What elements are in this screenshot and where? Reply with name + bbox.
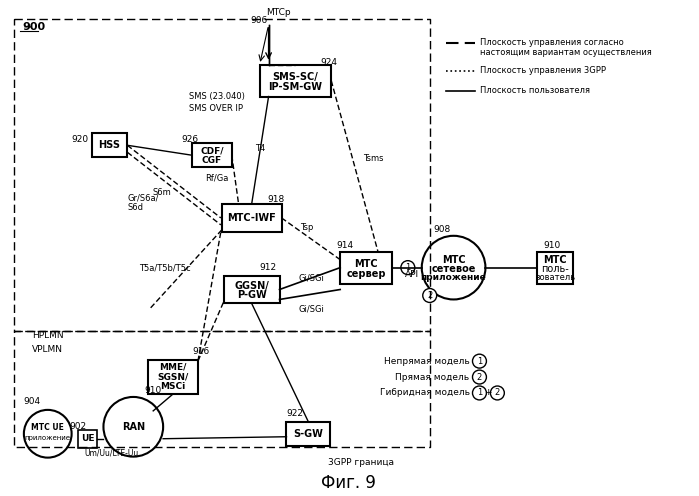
Text: настоящим вариантам осуществления: настоящим вариантам осуществления	[480, 48, 652, 57]
Text: S6d: S6d	[127, 203, 143, 212]
Text: 910: 910	[543, 241, 561, 250]
Text: SMS (23.040): SMS (23.040)	[189, 92, 245, 101]
Circle shape	[491, 386, 505, 400]
FancyBboxPatch shape	[192, 143, 232, 167]
Text: T4: T4	[256, 144, 266, 153]
Text: 916: 916	[192, 347, 210, 356]
FancyBboxPatch shape	[537, 251, 573, 284]
Text: зователь: зователь	[535, 273, 575, 282]
FancyBboxPatch shape	[78, 430, 97, 448]
Circle shape	[473, 386, 487, 400]
FancyBboxPatch shape	[224, 276, 280, 304]
Text: Rf/Ga: Rf/Ga	[206, 174, 229, 183]
Text: HSS: HSS	[99, 140, 120, 150]
Text: Gi/SGi: Gi/SGi	[298, 305, 324, 314]
Text: SGSN/: SGSN/	[157, 372, 189, 381]
Text: 914: 914	[336, 241, 353, 250]
Text: 2: 2	[495, 388, 500, 397]
Text: IP-SM-GW: IP-SM-GW	[268, 81, 322, 92]
Text: SMS OVER IP: SMS OVER IP	[189, 104, 243, 113]
Text: 926: 926	[182, 135, 199, 144]
Circle shape	[423, 289, 437, 303]
Text: SMS-SC/: SMS-SC/	[273, 71, 318, 82]
Text: 1: 1	[477, 388, 482, 397]
Text: Tsp: Tsp	[300, 223, 313, 232]
Text: 900: 900	[22, 22, 45, 32]
Text: MME/: MME/	[159, 363, 187, 372]
Text: MTCp: MTCp	[266, 8, 291, 17]
Text: CDF/: CDF/	[200, 147, 224, 156]
Text: UE: UE	[81, 434, 94, 443]
Text: Непрямая модель: Непрямая модель	[384, 357, 470, 366]
Text: T5a/T5b/T5c: T5a/T5b/T5c	[139, 263, 191, 272]
Text: VPLMN: VPLMN	[32, 345, 63, 354]
Text: MSCi: MSCi	[161, 382, 186, 391]
Text: P-GW: P-GW	[237, 291, 266, 301]
Text: 904: 904	[23, 397, 41, 406]
Text: 2: 2	[477, 372, 482, 381]
Text: поль-: поль-	[541, 264, 569, 274]
Text: S6m: S6m	[153, 187, 171, 196]
Circle shape	[103, 397, 163, 457]
FancyBboxPatch shape	[222, 204, 282, 232]
Text: МТС: МТС	[543, 254, 567, 265]
Text: 2: 2	[427, 291, 433, 300]
Text: 922: 922	[286, 409, 303, 418]
Text: приложение: приложение	[421, 273, 487, 282]
Text: 902: 902	[69, 422, 86, 432]
Text: Гибридная модель: Гибридная модель	[380, 388, 470, 397]
Text: API: API	[405, 270, 419, 279]
Text: GGSN/: GGSN/	[234, 281, 269, 291]
Text: +: +	[484, 388, 491, 397]
Text: Фиг. 9: Фиг. 9	[321, 475, 375, 493]
Text: 1: 1	[405, 263, 410, 272]
Circle shape	[473, 354, 487, 368]
Text: сетевое: сетевое	[431, 264, 476, 274]
Text: 1: 1	[477, 357, 482, 366]
Text: RAN: RAN	[122, 422, 145, 432]
FancyBboxPatch shape	[259, 64, 331, 97]
Text: Gi/SGi: Gi/SGi	[298, 273, 324, 282]
Text: 918: 918	[267, 195, 284, 204]
Text: 920: 920	[71, 135, 88, 144]
Text: МТС UE: МТС UE	[31, 423, 64, 433]
Text: 910: 910	[145, 386, 161, 395]
Text: Плоскость пользователя: Плоскость пользователя	[480, 86, 591, 95]
Circle shape	[24, 410, 71, 458]
Text: 3GPP граница: 3GPP граница	[329, 458, 394, 467]
Text: Gr/S6a/: Gr/S6a/	[127, 193, 159, 202]
Text: MTC-IWF: MTC-IWF	[227, 213, 276, 223]
Circle shape	[473, 370, 487, 384]
Text: приложение: приложение	[24, 434, 71, 441]
Text: S-GW: S-GW	[294, 429, 324, 439]
Text: сервер: сервер	[346, 269, 386, 279]
FancyBboxPatch shape	[340, 251, 392, 284]
Text: Tsms: Tsms	[363, 154, 384, 163]
Text: МТС: МТС	[442, 254, 466, 265]
Circle shape	[421, 236, 485, 300]
Text: 908: 908	[433, 225, 451, 234]
Text: 906: 906	[250, 16, 267, 25]
Text: Um/Uu/LTE-Uu: Um/Uu/LTE-Uu	[85, 448, 138, 457]
FancyBboxPatch shape	[287, 422, 330, 446]
Text: МТС: МТС	[354, 258, 378, 269]
Text: Плоскость управления согласно: Плоскость управления согласно	[480, 38, 624, 47]
Text: CGF: CGF	[202, 156, 222, 165]
Text: Плоскость управления 3GPP: Плоскость управления 3GPP	[480, 66, 607, 75]
FancyBboxPatch shape	[148, 360, 198, 394]
FancyBboxPatch shape	[92, 133, 127, 157]
Text: 912: 912	[259, 263, 276, 272]
Text: 924: 924	[321, 58, 338, 67]
Text: Прямая модель: Прямая модель	[396, 372, 470, 381]
Circle shape	[401, 261, 415, 275]
Text: HPLMN: HPLMN	[32, 331, 64, 340]
